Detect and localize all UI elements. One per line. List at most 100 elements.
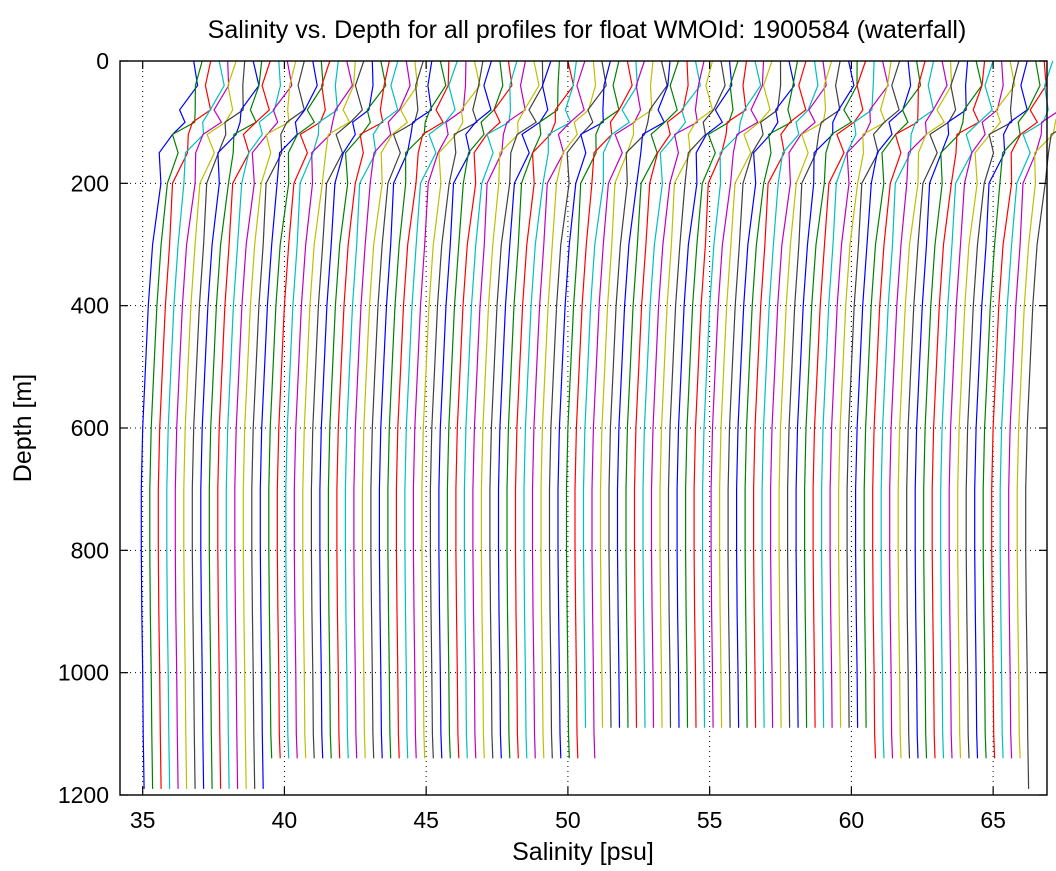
profile-line xyxy=(157,60,212,789)
profile-line xyxy=(727,60,782,728)
profile-line xyxy=(259,60,318,789)
profile-line xyxy=(582,60,638,728)
profile-line xyxy=(820,60,875,728)
profile-line xyxy=(327,60,387,759)
profile-line xyxy=(208,60,263,789)
y-tick-label: 1200 xyxy=(58,782,109,808)
profile-line xyxy=(625,60,680,728)
x-tick-label: 55 xyxy=(697,807,723,833)
profile-line xyxy=(268,60,324,759)
profile-line xyxy=(718,60,773,728)
profile-line xyxy=(914,60,969,759)
x-axis-ticks: 35 40 45 50 55 60 65 xyxy=(130,61,1006,833)
y-axis-label: Depth [m] xyxy=(9,374,37,482)
profile-line xyxy=(940,60,994,759)
profile-line xyxy=(812,60,867,728)
profile-line xyxy=(497,60,552,759)
profile-line xyxy=(489,60,544,759)
profile-line xyxy=(421,60,481,759)
profile-line xyxy=(710,60,765,728)
profile-line xyxy=(872,60,926,759)
profile-line xyxy=(684,60,739,728)
profile-line xyxy=(667,60,726,728)
profile-line xyxy=(642,60,701,728)
x-tick-label: 60 xyxy=(839,807,865,833)
profile-line xyxy=(234,60,293,789)
profile-line xyxy=(701,60,762,728)
profile-line xyxy=(429,60,484,759)
profile-line xyxy=(438,60,492,759)
profile-line xyxy=(557,60,611,759)
profile-line xyxy=(455,60,513,759)
profile-line xyxy=(1008,112,1056,759)
profile-line xyxy=(923,60,983,759)
profile-line xyxy=(693,60,748,728)
profile-line xyxy=(463,60,518,759)
profile-line xyxy=(778,60,833,728)
profile-line xyxy=(982,60,1041,759)
profile-line xyxy=(889,60,948,759)
profile-line xyxy=(378,60,433,759)
y-tick-label: 200 xyxy=(71,170,109,196)
profile-line xyxy=(225,60,282,789)
profile-lines xyxy=(140,60,1056,789)
x-tick-label: 50 xyxy=(555,807,581,833)
profile-line xyxy=(166,60,225,789)
profile-line xyxy=(251,60,305,789)
profile-line xyxy=(574,60,633,759)
profile-line xyxy=(149,60,203,789)
profile-line xyxy=(514,60,575,759)
profile-line xyxy=(761,60,819,728)
profile-line xyxy=(319,60,374,759)
profile-line xyxy=(174,60,230,789)
profile-line xyxy=(395,60,450,759)
x-tick-label: 45 xyxy=(413,807,439,833)
profile-line xyxy=(846,60,901,728)
profile-line xyxy=(616,60,671,728)
profile-line xyxy=(344,60,399,759)
profile-line xyxy=(540,60,597,759)
profile-line xyxy=(548,60,607,759)
profile-line xyxy=(1025,130,1056,789)
profile-line xyxy=(302,60,356,759)
profile-line xyxy=(608,60,668,728)
profile-line xyxy=(957,60,1016,759)
profile-line xyxy=(480,60,540,759)
profile-line xyxy=(974,60,1028,759)
profile-line xyxy=(242,60,297,789)
x-tick-label: 35 xyxy=(130,807,156,833)
profile-line xyxy=(880,60,935,759)
profile-line xyxy=(837,60,892,728)
y-tick-label: 800 xyxy=(71,537,109,563)
profile-line xyxy=(387,60,447,759)
profile-line xyxy=(217,60,271,789)
y-axis-ticks: 0 200 400 600 800 1000 1200 xyxy=(58,48,1047,808)
profile-line xyxy=(565,60,620,759)
profile-line xyxy=(200,60,260,789)
profile-line xyxy=(370,60,424,759)
profile-line xyxy=(991,60,1047,759)
profile-line xyxy=(633,60,689,728)
profile-line xyxy=(1016,117,1056,759)
profile-line xyxy=(795,60,855,728)
profile-line xyxy=(361,60,419,759)
profile-line xyxy=(531,60,586,759)
profile-line xyxy=(803,60,858,728)
profile-line xyxy=(599,60,654,728)
profile-line xyxy=(752,60,807,728)
profile-line xyxy=(650,60,705,728)
x-tick-label: 65 xyxy=(980,807,1006,833)
profile-line xyxy=(591,60,645,759)
profile-line xyxy=(293,60,354,759)
profile-line xyxy=(744,60,799,728)
y-tick-label: 0 xyxy=(96,48,109,74)
profile-line xyxy=(769,60,827,728)
profile-line xyxy=(472,60,526,759)
profile-line xyxy=(829,60,889,728)
profile-line xyxy=(310,60,365,759)
profile-line xyxy=(404,60,458,759)
profile-line xyxy=(336,60,390,759)
profile-line xyxy=(965,60,1020,759)
y-tick-label: 600 xyxy=(71,415,109,441)
